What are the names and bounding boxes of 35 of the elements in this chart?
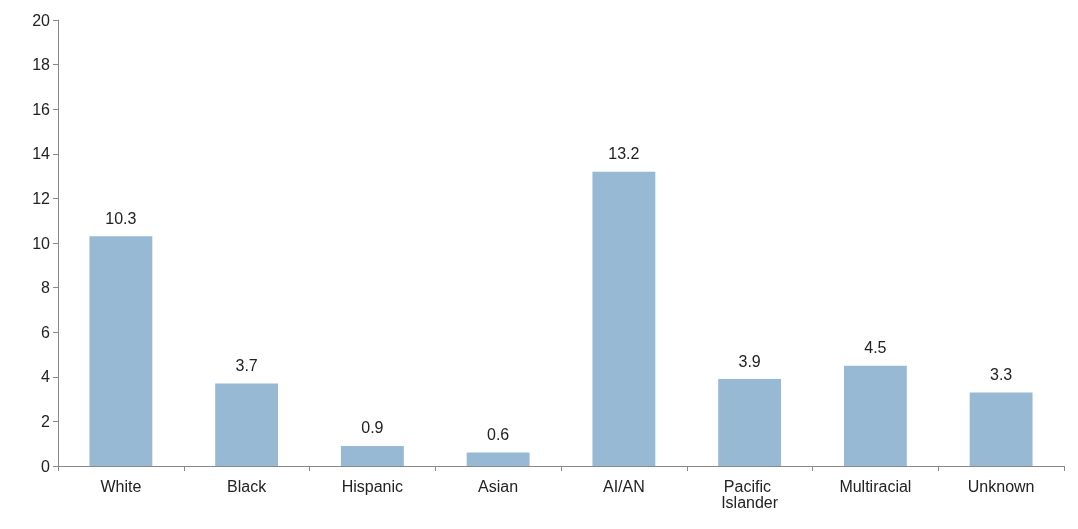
x-tick-label: White xyxy=(100,477,142,495)
bar xyxy=(89,236,153,466)
bar xyxy=(592,171,656,466)
y-tick-label: 12 xyxy=(32,189,51,207)
y-tick-label: 14 xyxy=(32,145,51,163)
x-tick-label: Unknown xyxy=(967,477,1035,495)
y-tick-label: 16 xyxy=(32,100,51,118)
y-tick-label: 6 xyxy=(41,323,51,341)
data-label: 4.5 xyxy=(864,339,887,357)
bar xyxy=(215,383,279,466)
bar xyxy=(466,452,530,466)
y-tick-label: 20 xyxy=(32,11,51,29)
data-label: 13.2 xyxy=(608,145,640,163)
x-tick-label: Asian xyxy=(478,477,519,495)
y-tick-label: 4 xyxy=(41,368,51,386)
data-label: 10.3 xyxy=(105,209,137,227)
data-label: 3.9 xyxy=(738,352,761,370)
y-tick-label: 0 xyxy=(41,457,51,475)
bar xyxy=(843,365,907,466)
bar xyxy=(969,392,1033,466)
data-label: 3.7 xyxy=(235,356,258,374)
data-label: 0.9 xyxy=(361,419,384,437)
y-tick-label: 8 xyxy=(41,279,51,297)
y-tick-label: 2 xyxy=(41,412,51,430)
y-tick-label: 18 xyxy=(32,56,51,74)
x-tick-label: Black xyxy=(227,477,268,495)
data-label: 3.3 xyxy=(990,365,1013,383)
y-tick-label: 10 xyxy=(32,234,51,252)
x-tick-label: Pacific Islander xyxy=(721,477,779,511)
x-tick-label: AI/AN xyxy=(602,477,645,495)
data-label: 0.6 xyxy=(487,426,510,444)
bar xyxy=(340,445,404,466)
x-tick-label: Multiracial xyxy=(839,477,912,495)
x-tick-label: Hispanic xyxy=(341,477,404,495)
bar xyxy=(718,379,782,466)
